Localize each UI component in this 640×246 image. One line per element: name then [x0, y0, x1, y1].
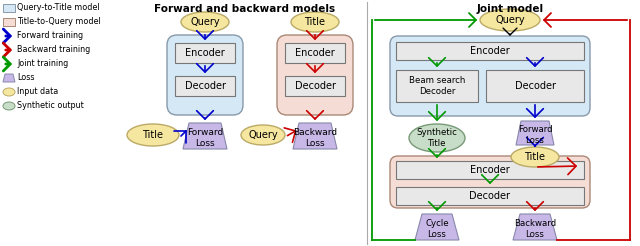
Bar	[285, 76, 345, 96]
Text: Loss: Loss	[17, 74, 35, 82]
Ellipse shape	[181, 12, 229, 32]
Text: Encoder: Encoder	[295, 48, 335, 58]
FancyBboxPatch shape	[390, 156, 590, 208]
Text: Synthetic
Title: Synthetic Title	[417, 128, 458, 148]
Text: Title: Title	[143, 130, 163, 140]
Text: Query: Query	[190, 17, 220, 27]
Text: Input data: Input data	[17, 88, 58, 96]
Text: Forward and backward models: Forward and backward models	[154, 4, 335, 14]
Bar	[3, 18, 15, 26]
Polygon shape	[3, 74, 15, 82]
Bar	[396, 42, 584, 60]
Ellipse shape	[127, 124, 179, 146]
Ellipse shape	[291, 12, 339, 32]
Text: Joint training: Joint training	[17, 60, 68, 68]
Text: Title: Title	[525, 152, 545, 162]
Bar	[486, 70, 584, 102]
Text: Forward training: Forward training	[17, 31, 83, 41]
Text: Decoder: Decoder	[515, 81, 556, 91]
Polygon shape	[183, 123, 227, 149]
Polygon shape	[415, 214, 459, 240]
Text: Query: Query	[248, 130, 278, 140]
Polygon shape	[293, 123, 337, 149]
Text: Synthetic output: Synthetic output	[17, 102, 84, 110]
Ellipse shape	[409, 124, 465, 152]
Bar	[285, 43, 345, 63]
FancyBboxPatch shape	[390, 36, 590, 116]
Text: Forward
Loss: Forward Loss	[518, 125, 552, 145]
Ellipse shape	[241, 125, 285, 145]
Text: Encoder: Encoder	[470, 46, 510, 56]
Bar	[175, 76, 235, 96]
FancyBboxPatch shape	[277, 35, 353, 115]
Bar	[396, 70, 478, 102]
Text: Forward
Loss: Forward Loss	[187, 128, 223, 148]
Bar	[3, 4, 15, 12]
Bar	[396, 161, 584, 179]
Bar	[175, 43, 235, 63]
Bar	[396, 187, 584, 205]
Text: Cycle
Loss: Cycle Loss	[425, 219, 449, 239]
Text: Decoder: Decoder	[470, 191, 511, 201]
Text: Decoder: Decoder	[294, 81, 335, 91]
Text: Title: Title	[305, 17, 326, 27]
Text: Beam search
Decoder: Beam search Decoder	[409, 76, 465, 96]
Ellipse shape	[3, 88, 15, 96]
Text: Backward
Loss: Backward Loss	[293, 128, 337, 148]
Text: Query: Query	[495, 15, 525, 25]
Text: Title-to-Query model: Title-to-Query model	[17, 17, 100, 27]
Polygon shape	[513, 214, 557, 240]
Polygon shape	[516, 121, 554, 145]
Text: Backward training: Backward training	[17, 46, 90, 55]
FancyBboxPatch shape	[167, 35, 243, 115]
Text: Query-to-Title model: Query-to-Title model	[17, 3, 100, 13]
Ellipse shape	[511, 147, 559, 167]
Ellipse shape	[480, 9, 540, 31]
Text: Decoder: Decoder	[184, 81, 225, 91]
Text: Joint model: Joint model	[476, 4, 543, 14]
Text: Encoder: Encoder	[185, 48, 225, 58]
Ellipse shape	[3, 102, 15, 110]
Text: Encoder: Encoder	[470, 165, 510, 175]
Text: Backward
Loss: Backward Loss	[514, 219, 556, 239]
